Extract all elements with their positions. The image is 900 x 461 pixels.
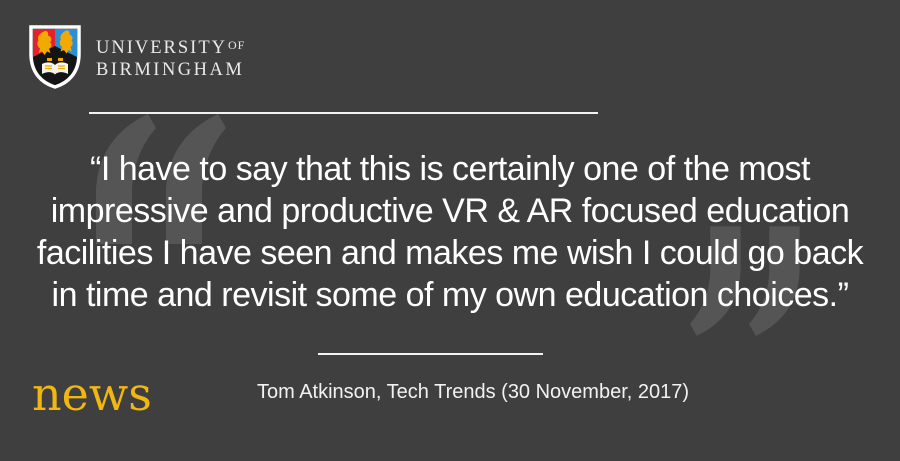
university-wordmark: UNIVERSITYOF BIRMINGHAM [96,34,245,81]
open-quote-icon [96,114,226,244]
university-wordmark-line2: BIRMINGHAM [96,59,245,80]
university-logo: UNIVERSITYOF BIRMINGHAM [28,24,245,90]
attribution-text: Tom Atkinson, Tech Trends (30 November, … [256,381,690,403]
top-divider-line [89,112,598,114]
university-wordmark-line1: UNIVERSITYOF [96,37,246,58]
attribution-divider-line [318,353,543,355]
university-crest-icon [29,25,81,89]
quote-text: “I have to say that this is certainly on… [0,148,900,316]
quote-line: “I have to say that this is certainly on… [90,150,810,188]
quote-line: in time and revisit some of my own educa… [51,276,849,314]
quote-line: facilities I have seen and makes me wish… [36,234,864,272]
quote-line: impressive and productive VR & AR focuse… [50,192,850,230]
close-quote-icon [690,226,800,336]
news-label: news [32,367,152,421]
